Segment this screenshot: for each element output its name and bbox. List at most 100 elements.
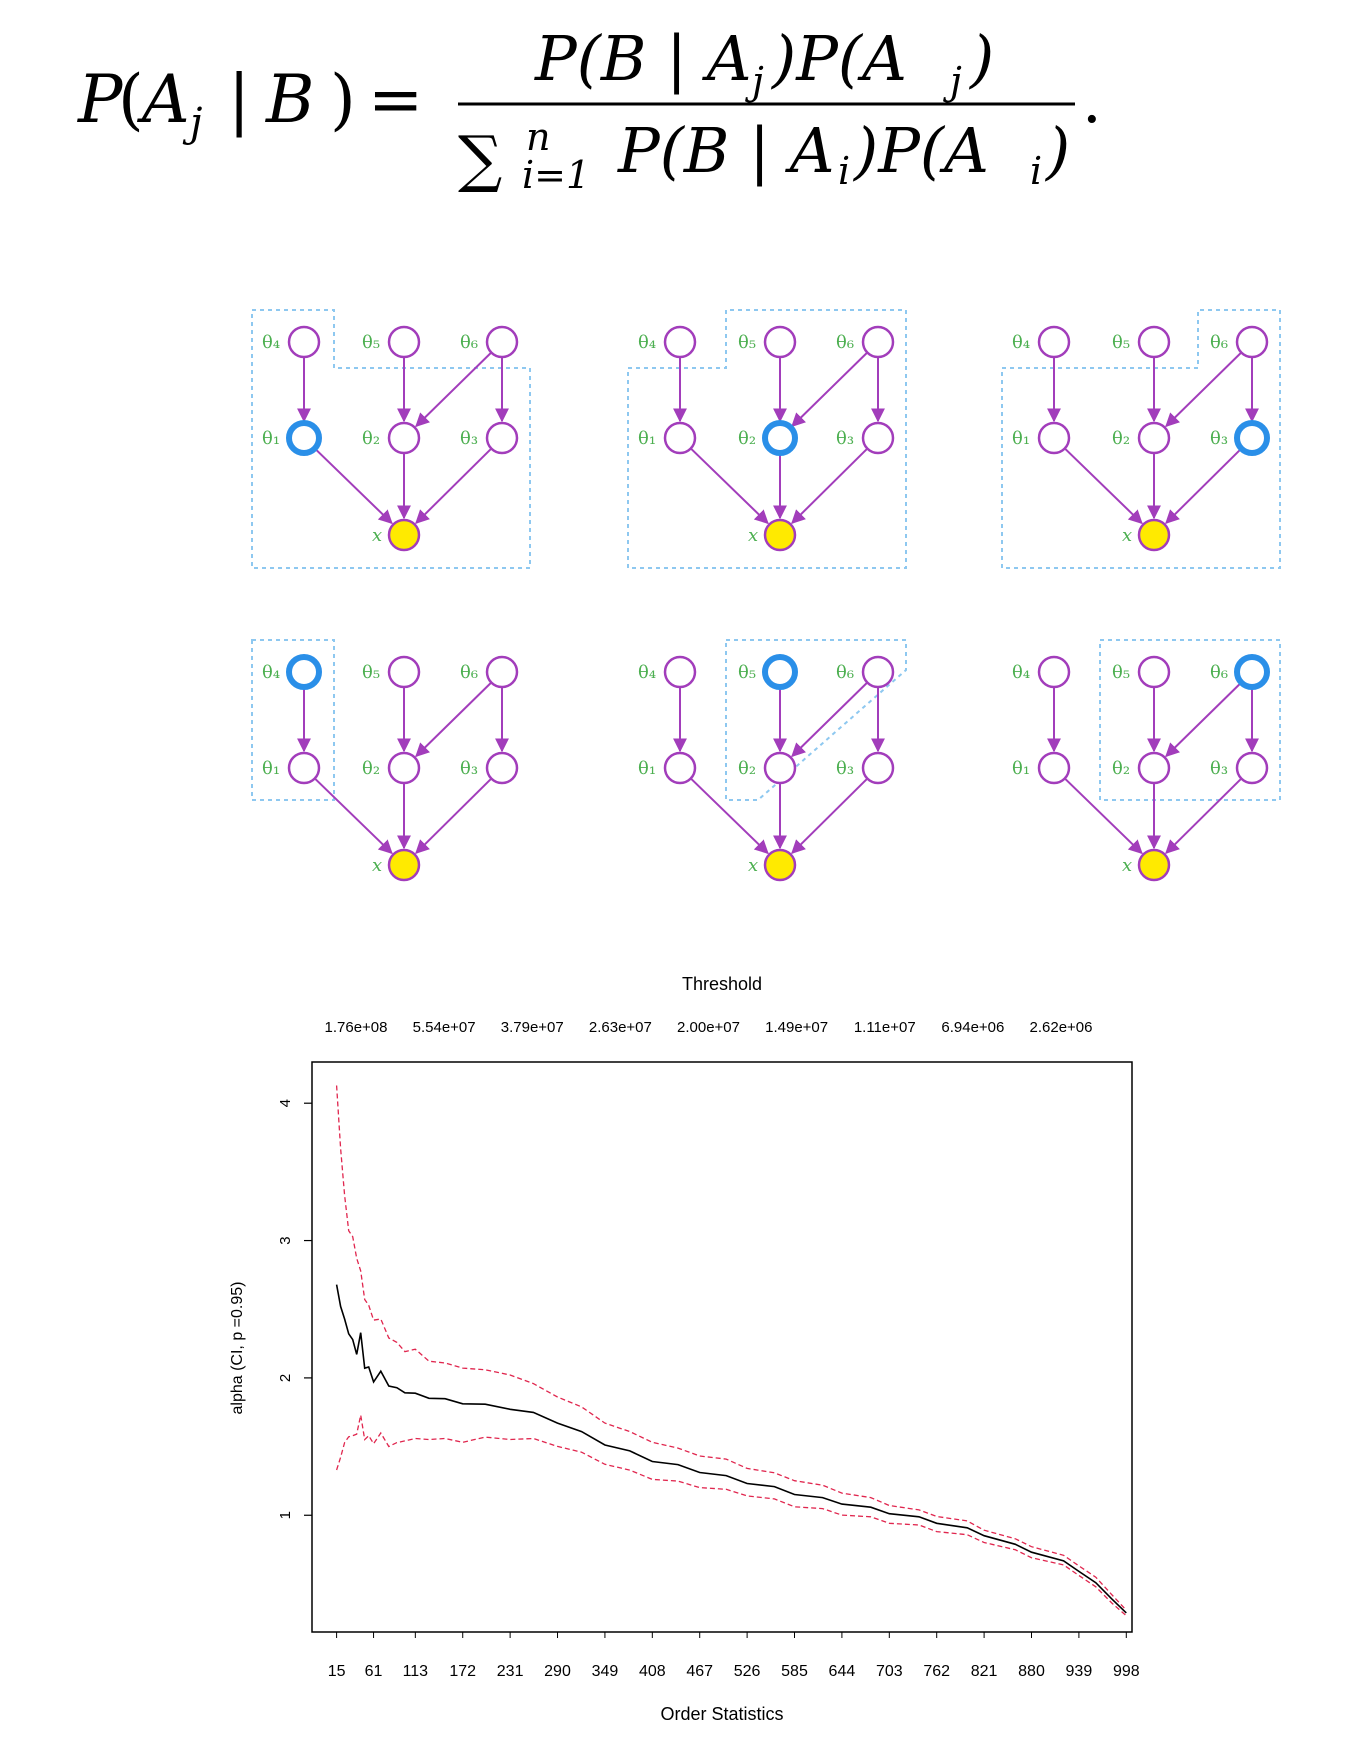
diagram-edge: [314, 777, 393, 855]
parameter-node: [387, 325, 421, 359]
parameter-node: [1137, 751, 1171, 785]
y-tick-label: 2: [277, 1374, 294, 1382]
top-tick-label: 2.63e+07: [589, 1019, 652, 1036]
parameter-node: [663, 655, 697, 689]
markov-blanket-box: [627, 309, 907, 569]
diagram-panel: θ₁ θ₂ θ₃ θ₄ θ₅ θ₆ x: [638, 639, 907, 882]
top-tick-label: 2.00e+07: [677, 1019, 740, 1036]
x-tick-label: 644: [829, 1663, 856, 1680]
node-label-x: x: [372, 525, 382, 546]
chart-plot-frame: [311, 1061, 1133, 1633]
x-tick-label: 762: [923, 1663, 950, 1680]
node-label-theta: θ₂: [1112, 758, 1130, 779]
x-tick-label: 703: [876, 1663, 903, 1680]
node-label-theta: θ₄: [262, 332, 280, 353]
formula-lhs-a: A: [136, 61, 190, 138]
observed-node-x: [763, 848, 797, 882]
diagram-edge: [1165, 351, 1242, 428]
parameter-node: [1037, 655, 1071, 689]
parameter-node: [1037, 751, 1071, 785]
parameter-node: [1137, 325, 1171, 359]
series-line-lower: [335, 1414, 1127, 1617]
parameter-node: [387, 421, 421, 455]
diagram-panel: θ₁ θ₂ θ₃ θ₄ θ₅ θ₆ x: [251, 639, 519, 882]
node-label-theta: θ₁: [1012, 758, 1030, 779]
series-line-estimate: [335, 1284, 1127, 1614]
hill-plot-chart: Threshold 1.76e+08 5.54e+07 3.79e+07 2.63e+…: [229, 974, 1140, 1724]
parameter-node: [485, 421, 519, 455]
observed-node-x: [763, 518, 797, 552]
formula-lhs-p: P: [77, 61, 124, 138]
formula-sum-symbol: ∑: [458, 122, 502, 195]
diagram-edge: [314, 447, 393, 525]
node-label-theta: θ₂: [1112, 428, 1130, 449]
diagram-edge: [415, 351, 492, 428]
node-label-theta: θ₅: [738, 662, 756, 683]
markov-blanket-box: [725, 639, 907, 801]
diagram-edge: [1064, 777, 1143, 855]
observed-node-x: [387, 848, 421, 882]
node-label-x: x: [748, 525, 758, 546]
node-label-theta: θ₂: [738, 428, 756, 449]
formula-num-sub2: j: [943, 59, 962, 103]
parameter-node: [763, 751, 797, 785]
node-label-theta: θ₁: [638, 758, 656, 779]
diagram-panel: θ₁ θ₂ θ₃ θ₄ θ₅ θ₆ x: [1012, 639, 1281, 882]
series-line-upper: [335, 1085, 1127, 1611]
formula-lhs-b: B: [265, 61, 315, 138]
top-tick-label: 1.76e+08: [325, 1019, 388, 1036]
diagram-edge: [791, 681, 868, 758]
top-tick-label: 3.79e+07: [501, 1019, 564, 1036]
chart-x-ticks: 15 61 113 172 231 290 349 408 467 526 585 644 703 762…: [328, 1632, 1140, 1680]
parameter-node: [1235, 325, 1269, 359]
chart-top-title: Threshold: [682, 974, 762, 994]
bayes-formula: P ( A j | B ) = P(B | A j )P(A j ) ∑ n i…: [77, 22, 1102, 197]
parameter-node: [1137, 421, 1171, 455]
chart-x-label: Order Statistics: [660, 1704, 783, 1724]
x-tick-label: 880: [1018, 1663, 1045, 1680]
parameter-node: [485, 751, 519, 785]
observed-node-x: [387, 518, 421, 552]
parameter-node: [861, 325, 895, 359]
chart-y-label: alpha (CI, p =0.95): [229, 1282, 246, 1415]
highlighted-node: [762, 654, 798, 690]
x-tick-label: 821: [971, 1663, 998, 1680]
formula-equals: =: [368, 61, 423, 138]
parameter-node: [861, 655, 895, 689]
formula-den-part1: P(B | A: [617, 114, 835, 187]
node-label-theta: θ₄: [1012, 662, 1030, 683]
node-label-theta: θ₂: [362, 758, 380, 779]
markov-blanket-box: [1001, 309, 1281, 569]
formula-den-sub2: i: [1030, 149, 1042, 193]
x-tick-label: 526: [734, 1663, 761, 1680]
x-tick-label: 585: [781, 1663, 808, 1680]
x-tick-label: 408: [639, 1663, 666, 1680]
parameter-node: [1137, 655, 1171, 689]
diagram-edge: [791, 351, 868, 428]
formula-lhs-open: (: [118, 61, 144, 138]
formula-den-part2: )P(A: [852, 114, 989, 187]
highlighted-node: [1234, 420, 1270, 456]
node-label-theta: θ₅: [362, 332, 380, 353]
parameter-node: [861, 751, 895, 785]
x-tick-label: 349: [592, 1663, 619, 1680]
y-tick-label: 1: [277, 1511, 294, 1519]
formula-lhs-bar: |: [228, 61, 250, 138]
formula-num-part1: P(B | A: [534, 22, 752, 95]
diagram-panel: θ₁ θ₂ θ₃ θ₄ θ₅ θ₆ x: [627, 309, 907, 569]
node-label-theta: θ₄: [1012, 332, 1030, 353]
diagram-edge: [415, 447, 493, 525]
diagram-edge: [415, 681, 492, 758]
highlighted-node: [1234, 654, 1270, 690]
node-label-theta: θ₆: [836, 332, 854, 353]
x-tick-label: 231: [497, 1663, 524, 1680]
highlighted-node: [762, 420, 798, 456]
node-label-theta: θ₄: [638, 332, 656, 353]
node-label-theta: θ₃: [460, 758, 478, 779]
diagram-edge: [1165, 447, 1243, 525]
formula-den-sub1: i: [838, 149, 850, 193]
diagram-edge: [690, 777, 769, 855]
top-tick-label: 1.11e+07: [854, 1019, 916, 1036]
x-tick-label: 467: [686, 1663, 713, 1680]
